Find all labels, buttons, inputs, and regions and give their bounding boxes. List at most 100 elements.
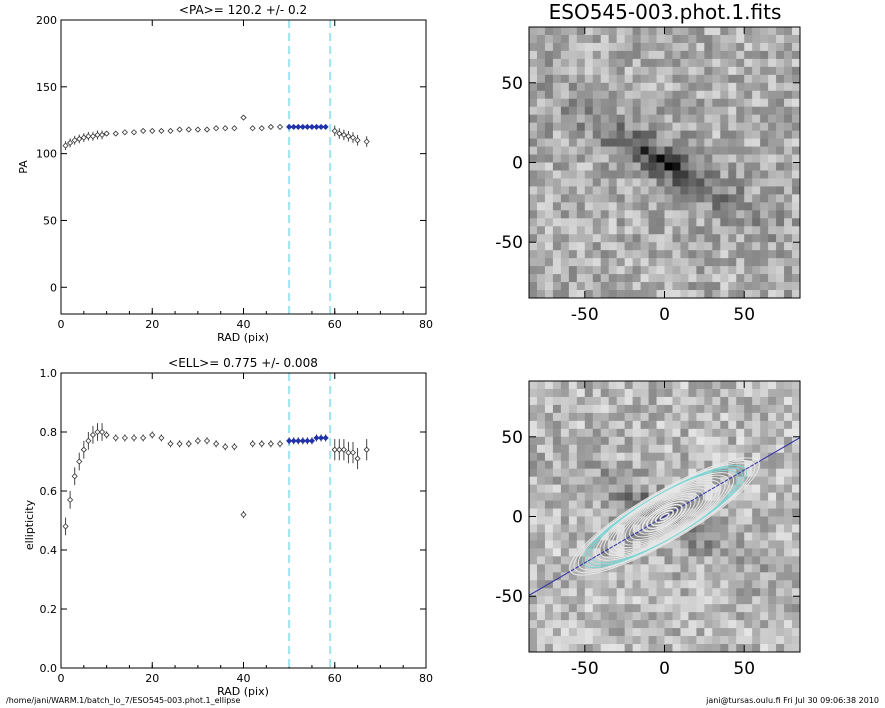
image-pixel <box>784 436 793 446</box>
image-pixel <box>560 138 570 148</box>
image-pixel <box>560 122 570 132</box>
image-pixel <box>760 194 769 203</box>
image-pixel <box>584 122 594 132</box>
image-pixel <box>576 146 586 156</box>
image-pixel <box>584 412 594 422</box>
image-pixel <box>776 290 785 299</box>
image-pixel <box>736 420 745 430</box>
image-xtick-label: -50 <box>571 659 599 679</box>
image-pixel <box>792 42 801 52</box>
image-pixel <box>576 178 586 187</box>
image-pixel <box>632 636 642 645</box>
image-pixel <box>624 154 634 163</box>
image-pixel <box>688 274 697 283</box>
pa-point <box>140 127 147 134</box>
image-pixel <box>720 436 729 446</box>
image-pixel <box>552 210 562 219</box>
image-pixel <box>672 404 681 414</box>
image-pixel <box>760 218 769 227</box>
image-pixel <box>648 234 658 243</box>
image-pixel <box>600 162 610 171</box>
image-pixel <box>608 420 618 430</box>
image-pixel <box>624 114 634 124</box>
image-pixel <box>632 492 642 502</box>
image-pixel <box>560 98 570 108</box>
image-pixel <box>640 636 650 645</box>
image-pixel <box>529 540 538 549</box>
image-pixel <box>744 436 753 446</box>
image-pixel <box>600 540 610 549</box>
image-pixel <box>568 492 578 502</box>
image-pixel <box>656 138 665 148</box>
image-pixel <box>712 420 721 430</box>
image-pixel <box>696 460 705 470</box>
image-pixel <box>656 620 665 629</box>
image-pixel <box>632 381 642 390</box>
image-pixel <box>600 178 610 187</box>
image-pixel <box>536 381 546 390</box>
image-pixel <box>688 194 697 203</box>
image-pixel <box>608 460 618 470</box>
image-pixel <box>704 444 713 454</box>
image-pixel <box>688 98 697 108</box>
image-pixel <box>760 500 769 510</box>
image-pixel <box>712 266 721 275</box>
image-pixel <box>688 381 697 390</box>
image-pixel <box>736 106 745 116</box>
image-pixel <box>792 468 801 478</box>
image-pixel <box>584 98 594 108</box>
image-pixel <box>544 548 554 557</box>
image-pixel <box>704 388 713 398</box>
image-pixel <box>576 436 586 446</box>
image-pixel <box>776 516 785 525</box>
image-pixel <box>592 250 602 259</box>
image-pixel <box>560 218 570 227</box>
image-pixel <box>760 428 769 438</box>
image-pixel <box>784 564 793 573</box>
image-pixel <box>768 194 777 203</box>
image-pixel <box>592 381 602 390</box>
image-pixel <box>552 274 562 283</box>
image-pixel <box>784 50 793 60</box>
image-pixel <box>720 556 729 565</box>
image-pixel <box>568 476 578 486</box>
image-pixel <box>752 532 761 541</box>
image-pixel <box>568 452 578 462</box>
image-pixel <box>712 452 721 462</box>
image-pixel <box>584 620 594 629</box>
image-pixel <box>736 452 745 462</box>
image-pixel <box>784 420 793 430</box>
image-pixel <box>680 572 689 581</box>
image-pixel <box>640 620 650 629</box>
image-pixel <box>792 258 801 267</box>
image-pixel <box>688 540 697 549</box>
image-pixel <box>736 444 745 454</box>
image-pixel <box>536 452 546 462</box>
image-pixel <box>728 620 737 629</box>
image-pixel <box>536 98 546 108</box>
image-pixel <box>680 381 689 390</box>
image-pixel <box>656 66 665 76</box>
image-pixel <box>600 548 610 557</box>
image-pixel <box>680 58 689 68</box>
image-pixel <box>544 636 554 645</box>
image-pixel <box>544 444 554 454</box>
image-pixel <box>760 508 769 517</box>
image-pixel <box>752 74 761 84</box>
image-pixel <box>568 508 578 517</box>
image-pixel <box>704 396 713 406</box>
image-pixel <box>680 66 689 76</box>
image-pixel <box>688 404 697 414</box>
image-pixel <box>640 242 650 251</box>
image-pixel <box>792 242 801 251</box>
ellipticity-ytick-label: 0.8 <box>40 426 58 439</box>
image-pixel <box>616 122 626 132</box>
image-pixel <box>592 636 602 645</box>
image-pixel <box>568 266 578 275</box>
image-pixel <box>728 66 737 76</box>
image-pixel <box>736 178 745 187</box>
image-pixel <box>672 388 681 398</box>
image-pixel <box>704 620 713 629</box>
image-pixel <box>696 162 705 171</box>
image-pixel <box>656 90 665 100</box>
